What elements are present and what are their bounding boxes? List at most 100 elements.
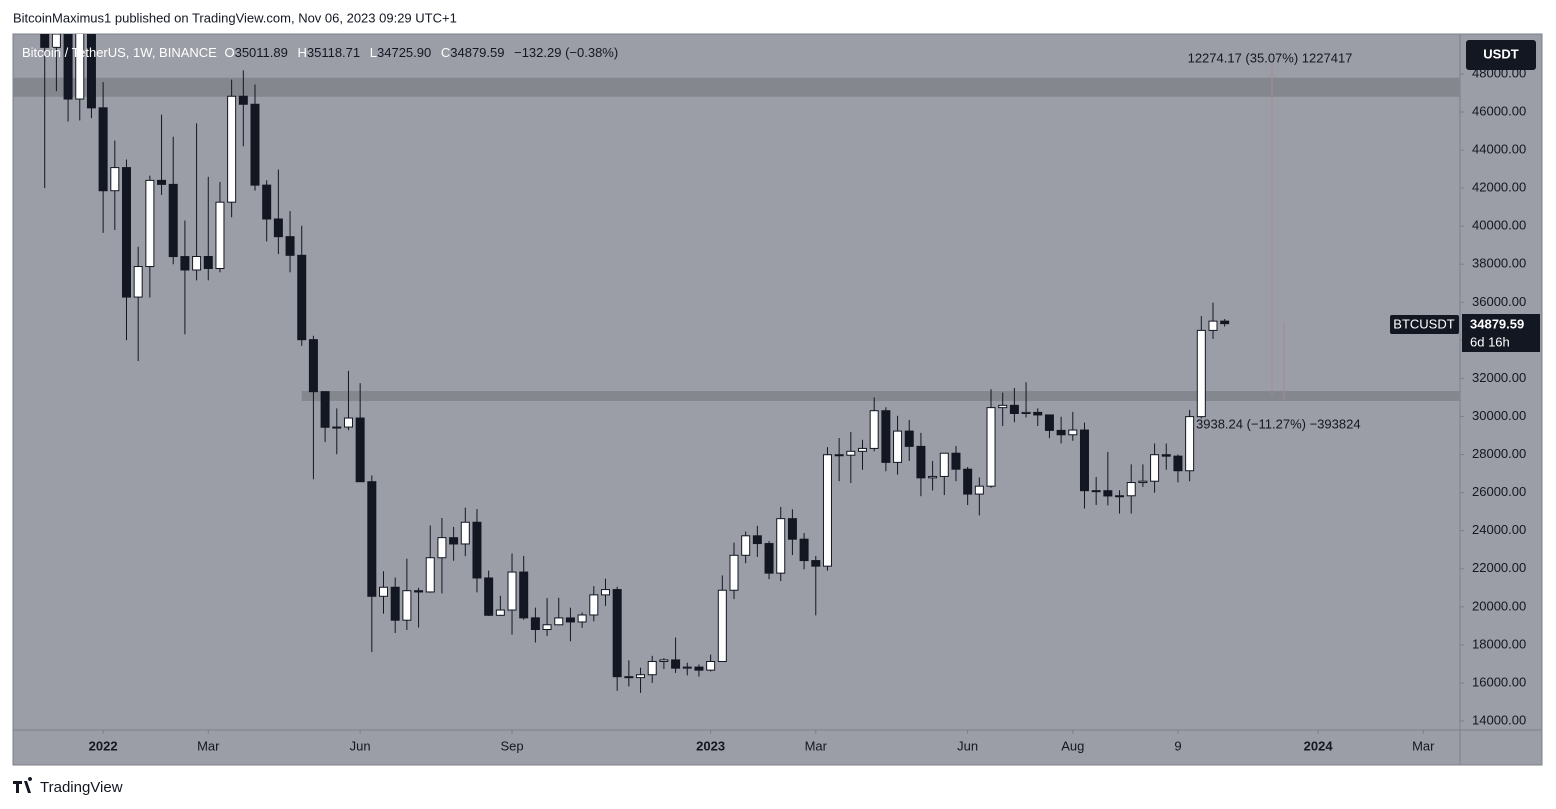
candle-body bbox=[285, 236, 295, 256]
candle-body bbox=[741, 535, 751, 556]
candle-body bbox=[694, 666, 704, 671]
x-tick-label: Mar bbox=[197, 738, 220, 753]
candle-body bbox=[168, 183, 178, 258]
candle-body bbox=[577, 614, 587, 623]
candle-body bbox=[636, 674, 646, 679]
candle-body bbox=[764, 543, 774, 574]
currency-box[interactable] bbox=[1466, 40, 1536, 70]
candle-body bbox=[904, 430, 914, 447]
candle-body bbox=[881, 410, 891, 463]
candle-body bbox=[227, 95, 237, 203]
candle-body bbox=[1056, 429, 1066, 436]
candle-body bbox=[834, 454, 844, 457]
x-tick-label: 2023 bbox=[696, 738, 725, 753]
candle-body bbox=[145, 179, 155, 268]
x-tick-label: Mar bbox=[805, 738, 828, 753]
symbol-box bbox=[1390, 315, 1459, 334]
candle-body bbox=[554, 617, 564, 626]
candle-body bbox=[98, 107, 108, 192]
candle-body bbox=[869, 410, 879, 449]
candle-body bbox=[40, 34, 50, 48]
candle-body bbox=[133, 266, 143, 298]
candle-body bbox=[238, 95, 248, 105]
candle-body bbox=[414, 590, 424, 593]
candle-body bbox=[659, 659, 669, 662]
x-tick-label: Mar bbox=[1412, 738, 1435, 753]
candle-body bbox=[647, 660, 657, 676]
candle-body bbox=[262, 184, 272, 220]
legend-value: 35118.71 bbox=[307, 45, 360, 60]
zones bbox=[13, 77, 1460, 401]
x-tick-label: 9 bbox=[1174, 738, 1181, 753]
y-tick-label: 24000.00 bbox=[1472, 522, 1526, 537]
legend-key: O bbox=[224, 45, 234, 60]
candle-body bbox=[215, 201, 225, 269]
candle-body bbox=[203, 255, 213, 269]
candle-body bbox=[425, 557, 435, 593]
candle-body bbox=[1044, 414, 1054, 431]
candle-body bbox=[484, 577, 494, 616]
legend-value: 34879.59 bbox=[450, 45, 504, 60]
candle-body bbox=[963, 468, 973, 495]
brand-logo bbox=[13, 777, 33, 793]
candle-body bbox=[1126, 482, 1136, 497]
x-tick-label: Sep bbox=[500, 738, 523, 753]
candle-body bbox=[822, 454, 832, 567]
legend-value: 35011.89 bbox=[235, 45, 288, 60]
candle-body bbox=[612, 589, 622, 678]
y-tick-label: 44000.00 bbox=[1472, 142, 1526, 157]
candle-body bbox=[110, 167, 120, 192]
candle-body bbox=[343, 417, 353, 428]
measure-label: 12274.17 (35.07%) 1227417 bbox=[1188, 50, 1353, 65]
y-tick-label: 16000.00 bbox=[1472, 674, 1526, 689]
header: BitcoinMaximus1 published on TradingView… bbox=[13, 10, 457, 25]
candle-body bbox=[600, 589, 610, 596]
candle-body bbox=[507, 571, 517, 611]
candle-body bbox=[121, 167, 131, 298]
candle-body bbox=[811, 560, 821, 567]
candle-body bbox=[390, 586, 400, 621]
candle-body bbox=[1115, 495, 1125, 498]
candle-body bbox=[787, 518, 797, 540]
legend: Bitcoin / TetherUS, 1W, BINANCE O35011.8… bbox=[22, 45, 618, 60]
candle-body bbox=[939, 452, 949, 477]
legend-value: 34725.90 bbox=[377, 45, 431, 60]
y-tick-label: 18000.00 bbox=[1472, 636, 1526, 651]
candle-body bbox=[367, 481, 377, 597]
candle-body bbox=[273, 218, 283, 238]
candle-body bbox=[624, 676, 634, 679]
y-tick-label: 30000.00 bbox=[1472, 408, 1526, 423]
candle-body bbox=[916, 445, 926, 479]
currency[interactable]: USDT bbox=[1483, 46, 1518, 61]
last-price: 34879.59 bbox=[1470, 316, 1524, 331]
zone bbox=[301, 391, 1460, 401]
x-tick-label: Jun bbox=[350, 738, 371, 753]
candle-body bbox=[986, 407, 996, 487]
candle-body bbox=[63, 34, 73, 100]
candle-body bbox=[671, 659, 681, 669]
y-tick-label: 14000.00 bbox=[1472, 712, 1526, 727]
candle-body bbox=[1068, 429, 1078, 436]
y-tick-label: 22000.00 bbox=[1472, 560, 1526, 575]
y-tick-label: 26000.00 bbox=[1472, 484, 1526, 499]
countdown: 6d 16h bbox=[1470, 334, 1510, 349]
candle-body bbox=[752, 535, 762, 545]
candle-body bbox=[893, 430, 903, 463]
candle-body bbox=[1208, 320, 1218, 331]
candle-body bbox=[86, 34, 96, 109]
candle-body bbox=[379, 586, 389, 597]
x-tick-label: 2024 bbox=[1304, 738, 1334, 753]
candle-body bbox=[472, 521, 482, 579]
measure-label: 3938.24 (−11.27%) −393824 bbox=[1196, 416, 1361, 431]
candle-body bbox=[998, 404, 1008, 409]
legend-title: Bitcoin / TetherUS, 1W, BINANCE bbox=[22, 45, 217, 60]
candle-body bbox=[1185, 416, 1195, 472]
candle-body bbox=[402, 590, 412, 621]
candle-body bbox=[717, 589, 727, 662]
zone bbox=[13, 77, 1460, 97]
candle-body bbox=[495, 609, 505, 616]
candle-body bbox=[1220, 320, 1230, 325]
legend-key: L bbox=[370, 45, 377, 60]
y-tick-label: 42000.00 bbox=[1472, 180, 1526, 195]
